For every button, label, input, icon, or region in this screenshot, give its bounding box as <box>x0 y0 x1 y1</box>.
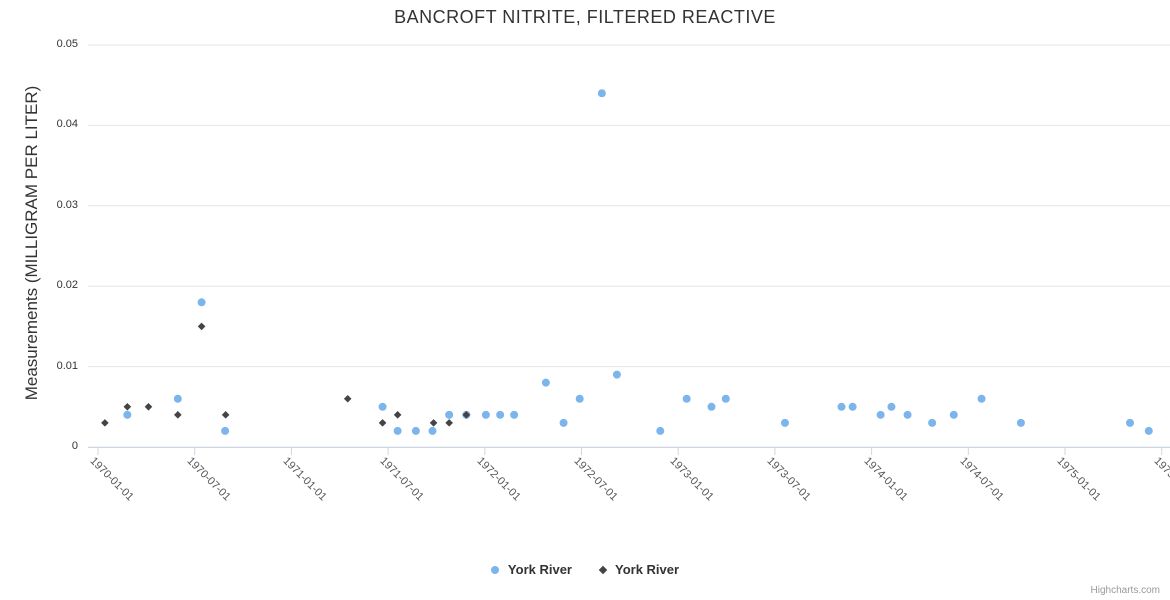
data-point-circle[interactable] <box>949 410 958 419</box>
data-point-diamond[interactable] <box>174 411 182 419</box>
data-point-circle[interactable] <box>445 410 454 419</box>
data-point-circle[interactable] <box>197 298 206 307</box>
data-point-circle[interactable] <box>393 426 402 435</box>
data-point-diamond[interactable] <box>393 411 402 419</box>
data-point-circle[interactable] <box>903 410 912 419</box>
y-tick-label: 0.02 <box>56 279 78 292</box>
data-point-circle[interactable] <box>575 394 584 403</box>
data-point-circle[interactable] <box>977 394 986 403</box>
y-tick-label: 0.05 <box>56 38 78 50</box>
data-point-circle[interactable] <box>481 410 490 419</box>
data-point-circle[interactable] <box>1144 426 1153 435</box>
data-point-circle[interactable] <box>510 410 519 419</box>
data-point-circle[interactable] <box>597 89 606 98</box>
y-tick-label: 0 <box>71 440 78 452</box>
highcharts-credits[interactable]: Highcharts.com <box>1090 585 1160 596</box>
data-point-diamond[interactable] <box>462 411 471 419</box>
data-point-diamond[interactable] <box>221 411 230 419</box>
data-point-diamond[interactable] <box>197 322 206 331</box>
data-point-circle[interactable] <box>1126 418 1135 427</box>
data-point-circle[interactable] <box>780 418 789 427</box>
legend-label: York River <box>507 562 572 577</box>
data-point-circle[interactable] <box>378 402 387 411</box>
chart-title: BANCROFT NITRITE, FILTERED REACTIVE <box>394 7 776 27</box>
y-tick-label: 0.01 <box>56 359 78 372</box>
data-point-diamond[interactable] <box>101 419 109 427</box>
data-point-diamond[interactable] <box>378 419 387 427</box>
data-point-circle[interactable] <box>612 370 621 379</box>
diamond-marker-icon <box>598 565 608 574</box>
data-point-circle[interactable] <box>541 378 550 387</box>
data-point-circle[interactable] <box>428 426 437 435</box>
legend-item-york-river-diamond[interactable]: York River <box>598 562 680 577</box>
data-point-circle[interactable] <box>848 402 857 411</box>
data-point-circle[interactable] <box>173 394 182 403</box>
circle-marker-icon <box>490 565 499 574</box>
data-point-diamond[interactable] <box>429 419 438 427</box>
data-point-circle[interactable] <box>928 418 937 427</box>
y-tick-label: 0.03 <box>56 198 78 211</box>
data-point-circle[interactable] <box>496 410 505 419</box>
legend: York River York River <box>0 562 1170 577</box>
data-point-circle[interactable] <box>656 426 665 435</box>
data-point-circle[interactable] <box>707 402 716 411</box>
data-point-circle[interactable] <box>559 418 568 427</box>
y-tick-label: 0.04 <box>56 118 78 131</box>
data-point-circle[interactable] <box>123 410 132 419</box>
data-point-circle[interactable] <box>887 402 896 411</box>
data-point-circle[interactable] <box>721 394 730 403</box>
data-point-diamond[interactable] <box>343 394 352 403</box>
legend-item-york-river-circle[interactable]: York River <box>490 562 572 577</box>
legend-label: York River <box>615 562 680 577</box>
data-point-circle[interactable] <box>837 402 846 411</box>
data-point-circle[interactable] <box>411 426 420 435</box>
data-point-diamond[interactable] <box>144 403 153 411</box>
data-point-diamond[interactable] <box>123 403 132 411</box>
data-point-diamond[interactable] <box>445 419 453 427</box>
data-point-circle[interactable] <box>876 410 885 419</box>
data-point-circle[interactable] <box>221 426 230 435</box>
data-point-circle[interactable] <box>682 394 691 403</box>
data-point-circle[interactable] <box>1016 418 1025 427</box>
